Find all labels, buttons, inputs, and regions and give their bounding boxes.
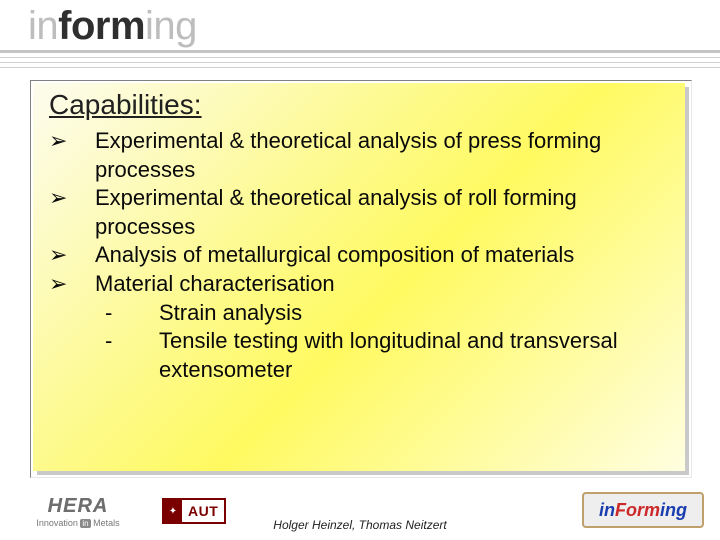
header-rule-lines [0,50,720,70]
informing-seg-1: in [599,500,615,520]
informing-logo-text: inForming [599,500,687,521]
content-panel: Capabilities: ➢ Experimental & theoretic… [30,80,692,478]
content-panel-inner: Capabilities: ➢ Experimental & theoretic… [33,83,685,471]
sub-list-item-text: Tensile testing with longitudinal and tr… [159,327,669,384]
title-seg-1: in [28,4,58,48]
list-item-text: Material characterisation [95,270,669,299]
informing-logo: inForming [582,492,704,528]
list-item-text: Experimental & theoretical analysis of p… [95,127,669,184]
hera-brand-text: HERA [48,495,109,518]
title-seg-3: ing [145,4,197,48]
bullet-dash-icon: - [95,327,159,384]
bullet-list: ➢ Experimental & theoretical analysis of… [49,127,669,384]
bullet-arrow-icon: ➢ [49,184,95,241]
sub-list-item: - Strain analysis [49,299,669,328]
list-item-text: Experimental & theoretical analysis of r… [95,184,669,241]
list-item: ➢ Experimental & theoretical analysis of… [49,127,669,184]
page-title: informing [28,4,720,48]
informing-seg-3: ing [660,500,687,520]
bullet-dash-icon: - [95,299,159,328]
aut-logo-text: AUT [182,503,224,519]
list-item: ➢ Experimental & theoretical analysis of… [49,184,669,241]
list-item: ➢ Analysis of metallurgical composition … [49,241,669,270]
informing-seg-2: Form [615,500,660,520]
sub-list-item: - Tensile testing with longitudinal and … [49,327,669,384]
bullet-arrow-icon: ➢ [49,270,95,299]
title-seg-2: form [58,4,145,48]
section-title: Capabilities: [49,89,669,121]
bullet-arrow-icon: ➢ [49,241,95,270]
list-item-text: Analysis of metallurgical composition of… [95,241,669,270]
list-item: ➢ Material characterisation [49,270,669,299]
sub-list-item-text: Strain analysis [159,299,669,328]
header: informing [0,0,720,72]
bullet-arrow-icon: ➢ [49,127,95,184]
